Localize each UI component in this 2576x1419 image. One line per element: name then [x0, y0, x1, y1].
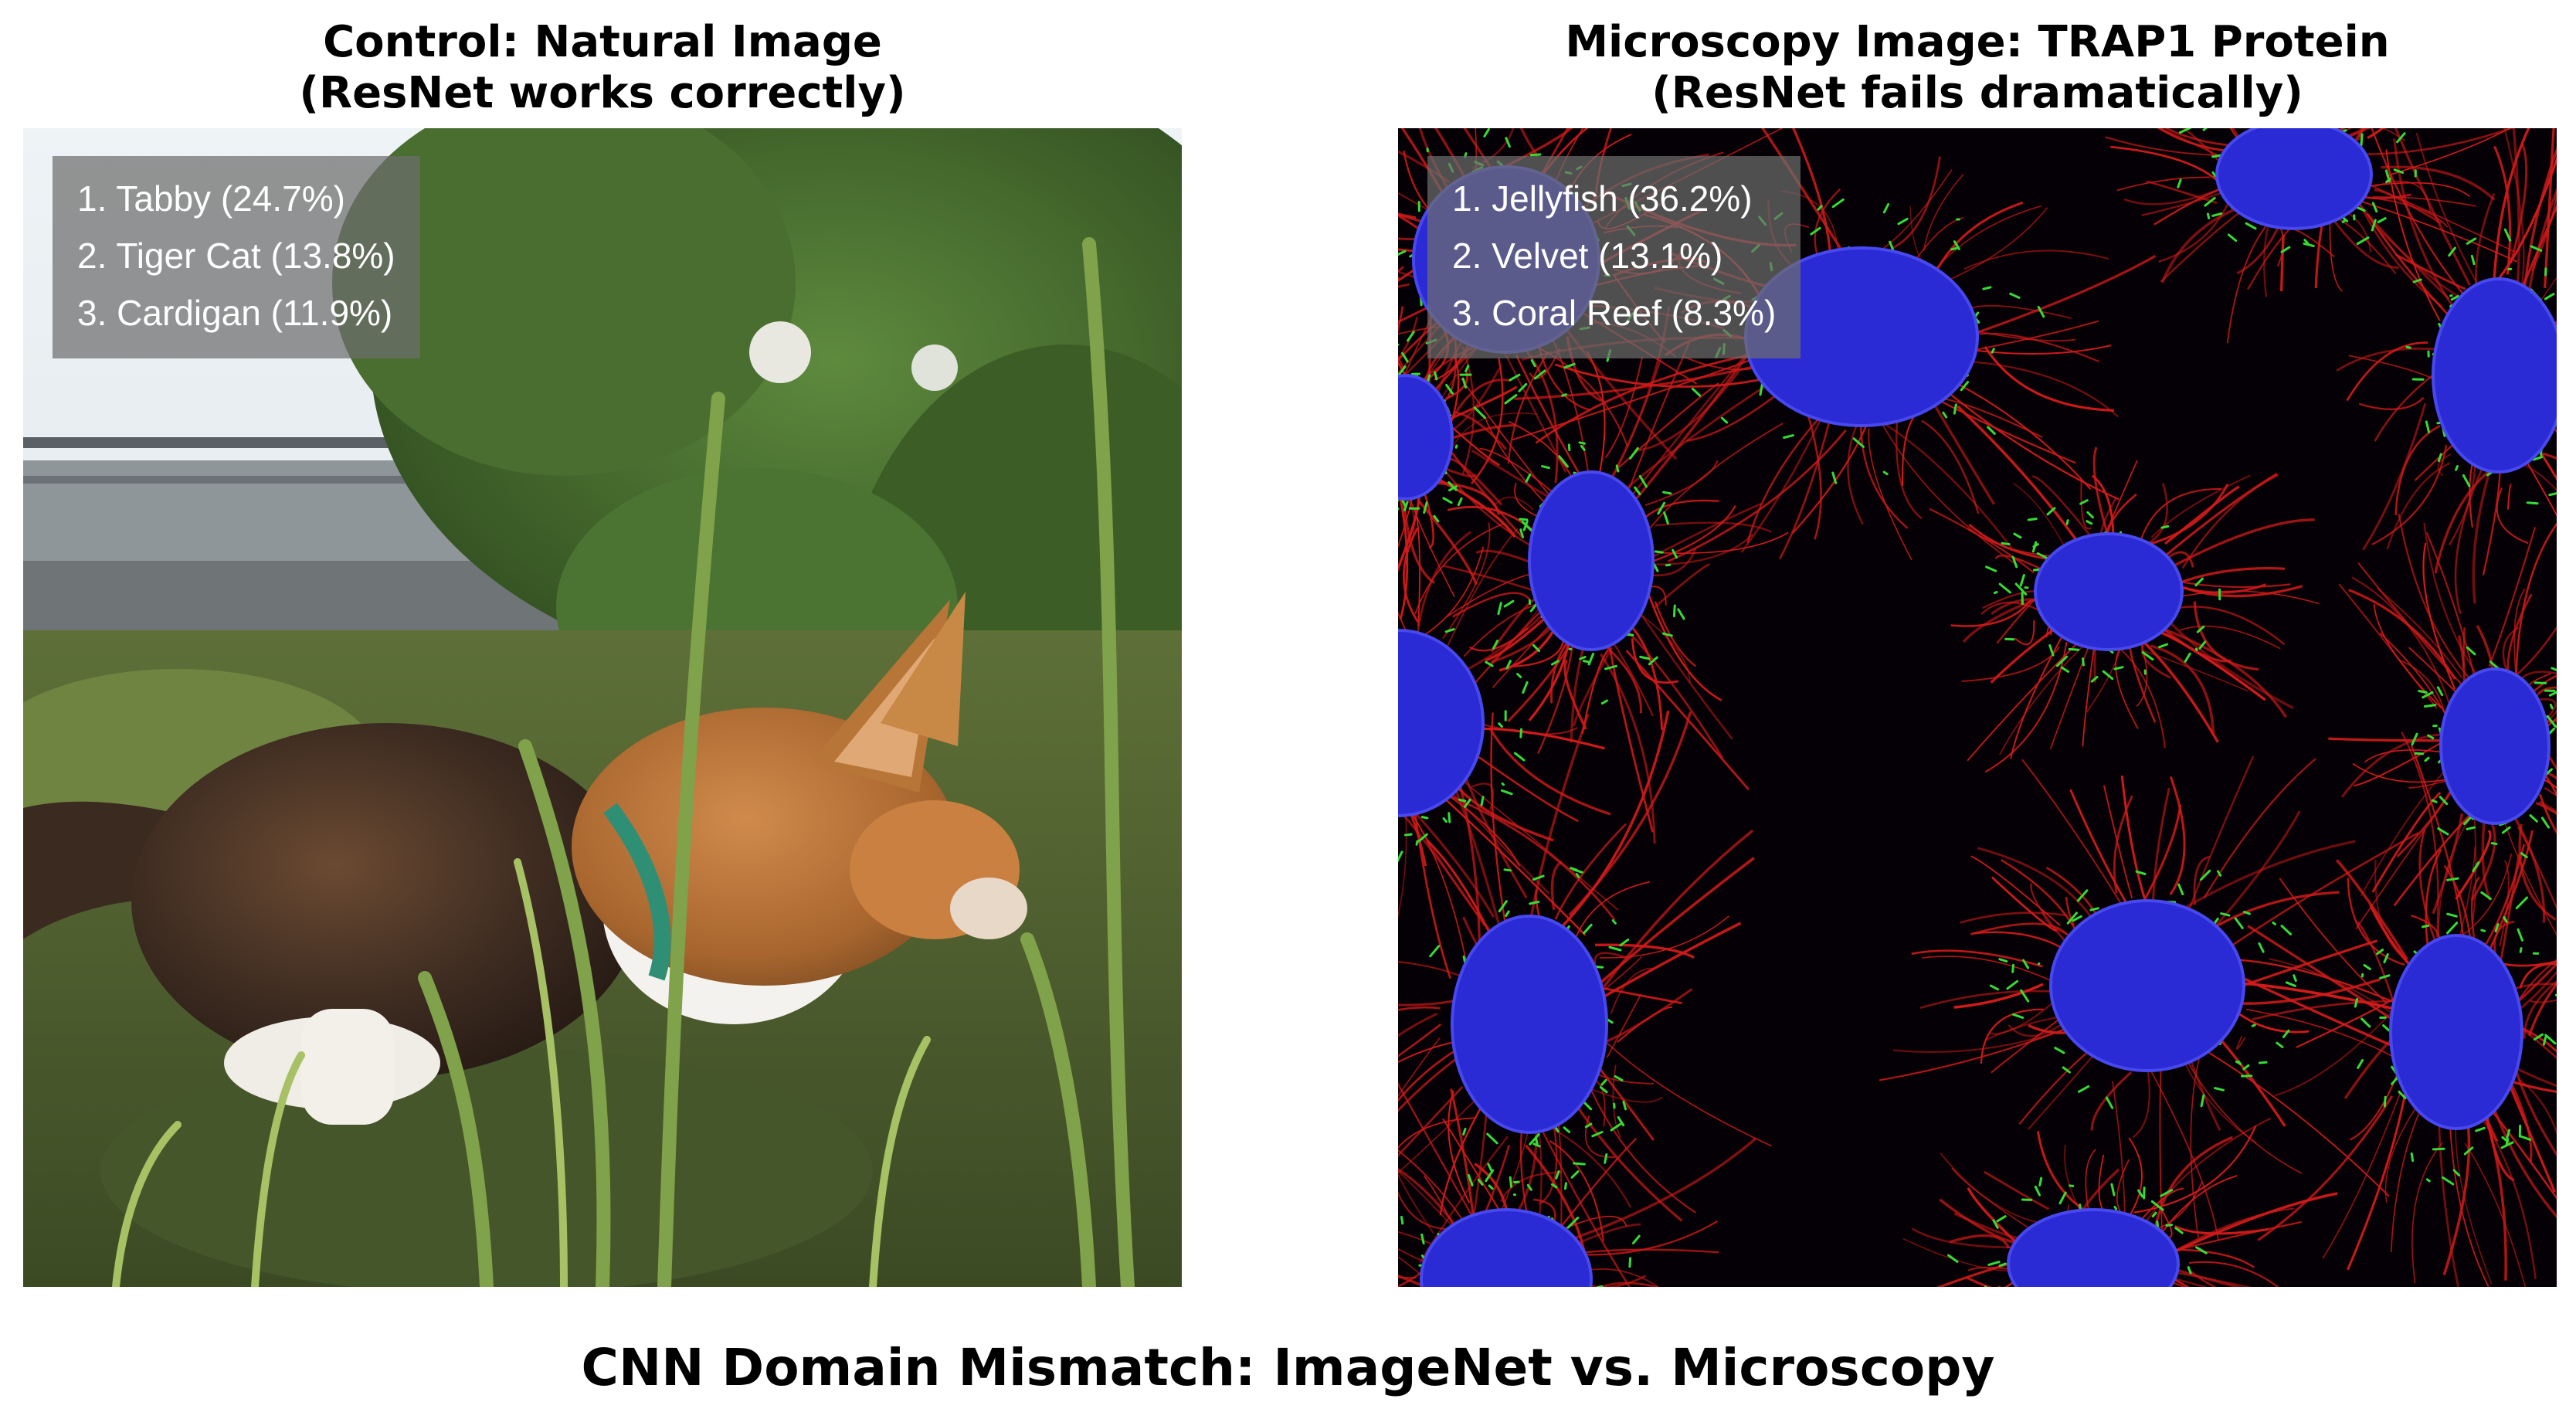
left-prediction-box: 1. Tabby (24.7%) 2. Tiger Cat (13.8%) 3.… — [53, 156, 420, 358]
right-panel-title: Microscopy Image: TRAP1 Protein (ResNet … — [1565, 17, 2390, 118]
left-prediction-2: 2. Tiger Cat (13.8%) — [77, 236, 395, 276]
right-prediction-box: 1. Jellyfish (36.2%) 2. Velvet (13.1%) 3… — [1427, 156, 1801, 358]
microscopy-image: 1. Jellyfish (36.2%) 2. Velvet (13.1%) 3… — [1398, 128, 2557, 1287]
left-prediction-1: 1. Tabby (24.7%) — [77, 178, 345, 219]
cat-photo-drawing — [23, 128, 1182, 1287]
microscopy-drawing — [1398, 128, 2557, 1287]
left-prediction-3: 3. Cardigan (11.9%) — [77, 293, 393, 333]
cat-photo: 1. Tabby (24.7%) 2. Tiger Cat (13.8%) 3.… — [23, 128, 1182, 1287]
right-prediction-2: 2. Velvet (13.1%) — [1452, 236, 1723, 276]
right-prediction-1: 1. Jellyfish (36.2%) — [1452, 178, 1753, 219]
right-prediction-3: 3. Coral Reef (8.3%) — [1452, 293, 1777, 333]
left-panel-title: Control: Natural Image (ResNet works cor… — [299, 17, 906, 118]
figure-title: CNN Domain Mismatch: ImageNet vs. Micros… — [581, 1338, 1995, 1397]
